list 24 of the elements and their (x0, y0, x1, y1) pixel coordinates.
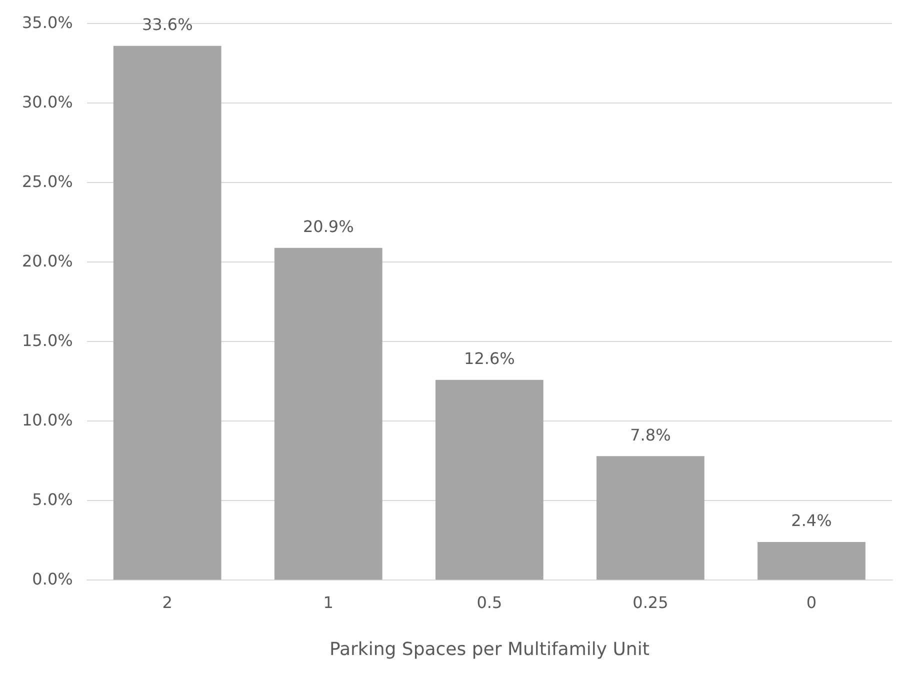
y-tick-label: 30.0% (22, 92, 73, 112)
x-tick-label: 0.5 (476, 592, 502, 612)
y-tick-label: 20.0% (22, 251, 73, 270)
x-tick-label: 0 (806, 592, 817, 612)
bar (435, 380, 544, 580)
bar (274, 248, 382, 580)
data-label: 20.9% (302, 216, 354, 236)
data-label: 2.4% (791, 511, 832, 530)
bar (113, 46, 222, 580)
x-tick-label: 1 (323, 592, 334, 612)
y-tick-label: 5.0% (32, 490, 73, 509)
y-tick-label: 10.0% (22, 410, 73, 430)
y-tick-label: 15.0% (22, 330, 73, 350)
data-label: 33.6% (142, 15, 193, 34)
bar (758, 542, 866, 580)
bar (596, 456, 704, 580)
y-tick-label: 0.0% (32, 569, 73, 588)
x-tick-label: 0.25 (632, 592, 668, 612)
x-axis-title: Parking Spaces per Multifamily Unit (329, 638, 650, 660)
y-tick-label: 35.0% (22, 12, 73, 32)
data-label: 12.6% (464, 348, 515, 368)
y-tick-label: 25.0% (22, 172, 73, 191)
x-tick-label: 2 (162, 592, 172, 612)
data-label: 7.8% (630, 425, 671, 444)
